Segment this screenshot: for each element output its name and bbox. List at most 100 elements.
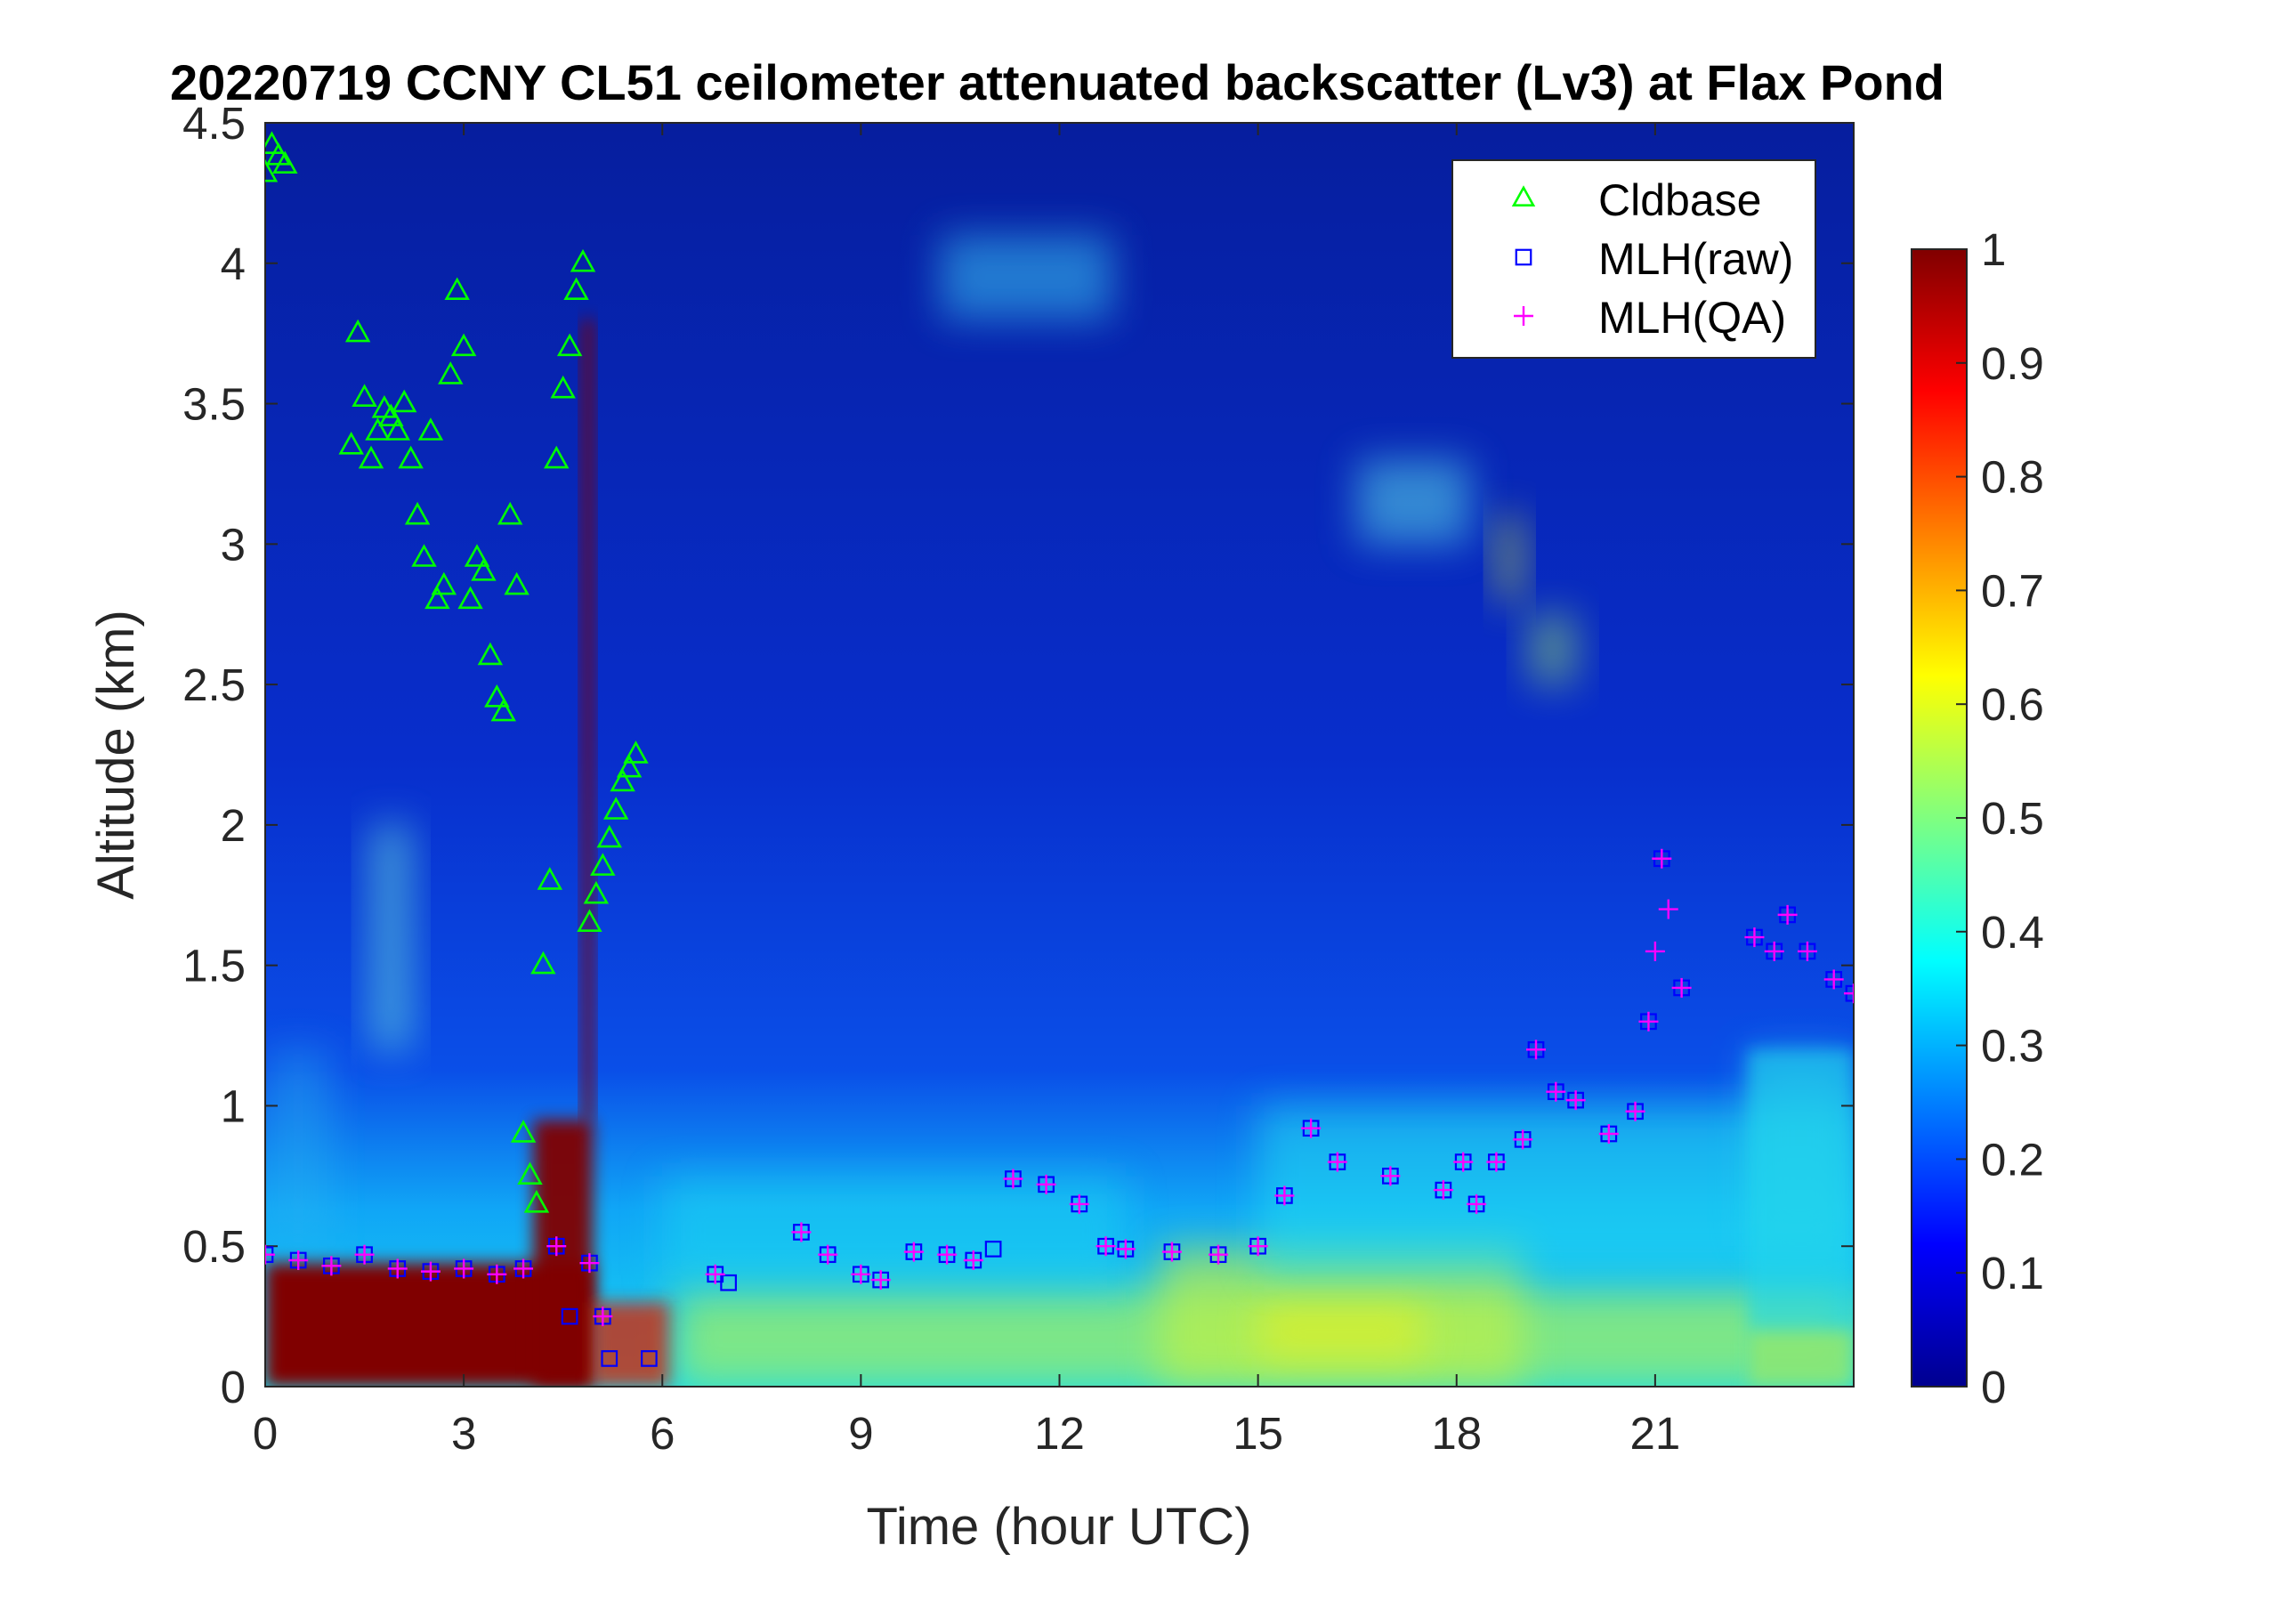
mlh-qa-marker xyxy=(870,1270,891,1290)
cldbase-marker xyxy=(365,417,391,441)
cldbase-marker xyxy=(590,853,616,876)
colorbar-tick-label: 0.1 xyxy=(1981,1248,2044,1299)
colorbar-tick-label: 1 xyxy=(1981,224,2006,275)
cldbase-marker xyxy=(471,558,497,581)
cldbase-marker xyxy=(384,417,410,441)
mlh-qa-marker xyxy=(593,1307,613,1327)
cldbase-marker xyxy=(378,403,404,427)
cldbase-marker xyxy=(537,867,563,890)
mlh-qa-marker xyxy=(1671,977,1692,998)
mlh-qa-marker xyxy=(1546,1081,1566,1102)
cldbase-marker xyxy=(272,150,298,174)
cldbase-marker xyxy=(265,131,285,154)
mlh-qa-marker xyxy=(420,1261,441,1282)
mlh-qa-marker xyxy=(1844,983,1854,1004)
cldbase-marker xyxy=(265,158,279,182)
colorbar: 0 0.1 0.2 0.3 0.4 0.5 0.6 0.7 0.8 0.9 1 xyxy=(1911,224,2044,1412)
y-tick-label: 3 xyxy=(221,519,246,570)
mlh-qa-marker xyxy=(1526,1040,1546,1060)
x-tick-label: 12 xyxy=(1034,1408,1085,1459)
mlh-qa-marker xyxy=(963,1250,983,1270)
mlh-qa-marker xyxy=(1645,941,1665,961)
legend: Cldbase MLH(raw) MLH(QA) xyxy=(1451,159,1816,359)
legend-label: Cldbase xyxy=(1598,175,1761,225)
mlh-qa-marker xyxy=(1638,1011,1659,1032)
cldbase-marker xyxy=(577,909,602,933)
mlh-qa-marker xyxy=(1301,1118,1322,1138)
mlh-raw-marker xyxy=(601,1350,618,1367)
y-axis-label: Altitude (km) xyxy=(87,610,145,900)
x-axis-label: Time (hour UTC) xyxy=(867,1498,1252,1556)
y-tick-label: 2 xyxy=(221,800,246,851)
x-tick-label: 15 xyxy=(1233,1408,1283,1459)
cldbase-marker xyxy=(490,698,516,722)
cldbase-marker xyxy=(457,586,483,610)
mlh-qa-marker xyxy=(1625,1101,1645,1121)
mlh-qa-marker xyxy=(1453,1152,1474,1172)
heatmap-region xyxy=(1496,515,1524,601)
cldbase-marker xyxy=(398,445,424,469)
cldbase-marker xyxy=(344,319,371,343)
cldbase-marker xyxy=(497,501,523,525)
mlh-qa-marker xyxy=(579,1253,600,1274)
cldbase-marker xyxy=(431,571,457,595)
mlh-qa-marker xyxy=(1115,1239,1136,1259)
legend-marker xyxy=(1511,185,1536,206)
mlh-qa-marker xyxy=(903,1242,924,1262)
series-mlh-qa- xyxy=(265,848,1854,1327)
cldbase-marker xyxy=(352,384,377,407)
mlh-qa-marker xyxy=(546,1236,567,1257)
mlh-qa-marker xyxy=(354,1244,375,1265)
cldbase-marker xyxy=(602,797,629,820)
mlh-qa-marker xyxy=(1433,1180,1453,1201)
x-axis: 0 3 6 9 12 15 18 21 xyxy=(253,123,1680,1459)
cldbase-marker xyxy=(411,544,437,567)
cldbase-marker xyxy=(438,361,464,384)
colorbar-tick-label: 0.4 xyxy=(1981,907,2044,958)
mlh-qa-marker xyxy=(1513,1129,1533,1150)
mlh-raw-marker xyxy=(641,1350,658,1367)
colorbar-ticks: 0 0.1 0.2 0.3 0.4 0.5 0.6 0.7 0.8 0.9 1 xyxy=(1956,224,2044,1412)
x-tick-label: 9 xyxy=(848,1408,873,1459)
colorbar-tick-label: 0.3 xyxy=(1981,1021,2044,1072)
mlh-qa-marker xyxy=(1652,848,1672,869)
y-tick-label: 4 xyxy=(221,239,246,289)
mlh-qa-marker xyxy=(387,1258,408,1279)
mlh-qa-marker xyxy=(1598,1124,1619,1144)
x-tick-label: 18 xyxy=(1431,1408,1482,1459)
x-tick-label: 21 xyxy=(1630,1408,1681,1459)
series-cldbase xyxy=(265,131,649,1213)
colorbar-tick-label: 0.5 xyxy=(1981,793,2044,844)
cldbase-marker xyxy=(623,740,649,764)
mlh-qa-marker xyxy=(487,1264,507,1284)
heatmap-features xyxy=(265,235,1854,1387)
mlh-qa-marker xyxy=(1565,1090,1586,1111)
mlh-qa-marker xyxy=(1764,941,1784,961)
y-tick-label: 0 xyxy=(221,1362,246,1412)
mlh-qa-marker xyxy=(851,1264,871,1284)
mlh-qa-marker xyxy=(1744,927,1765,948)
x-tick-label: 3 xyxy=(451,1408,476,1459)
mlh-raw-marker xyxy=(984,1241,1002,1258)
mlh-qa-marker xyxy=(1161,1242,1182,1262)
cldbase-marker xyxy=(523,1190,550,1213)
cldbase-marker xyxy=(464,544,490,567)
series-layer xyxy=(265,131,1854,1367)
mlh-qa-marker xyxy=(288,1250,309,1270)
y-tick-label: 2.5 xyxy=(182,659,246,710)
cldbase-marker xyxy=(424,586,450,610)
mlh-qa-marker xyxy=(1514,306,1533,326)
y-tick-label: 4.5 xyxy=(182,98,246,149)
heatmap-region xyxy=(583,319,594,1121)
cldbase-marker xyxy=(563,277,589,301)
mlh-qa-marker xyxy=(1797,941,1817,961)
cldbase-marker xyxy=(444,277,470,301)
mlh-qa-marker xyxy=(937,1244,958,1265)
mlh-qa-marker xyxy=(705,1264,725,1284)
mlh-qa-marker xyxy=(818,1244,838,1265)
heatmap-region xyxy=(662,1176,1126,1289)
y-tick-label: 1.5 xyxy=(182,941,246,991)
cldbase-marker xyxy=(338,432,364,455)
mlh-qa-marker xyxy=(1823,969,1844,990)
cldbase-marker xyxy=(610,768,635,792)
